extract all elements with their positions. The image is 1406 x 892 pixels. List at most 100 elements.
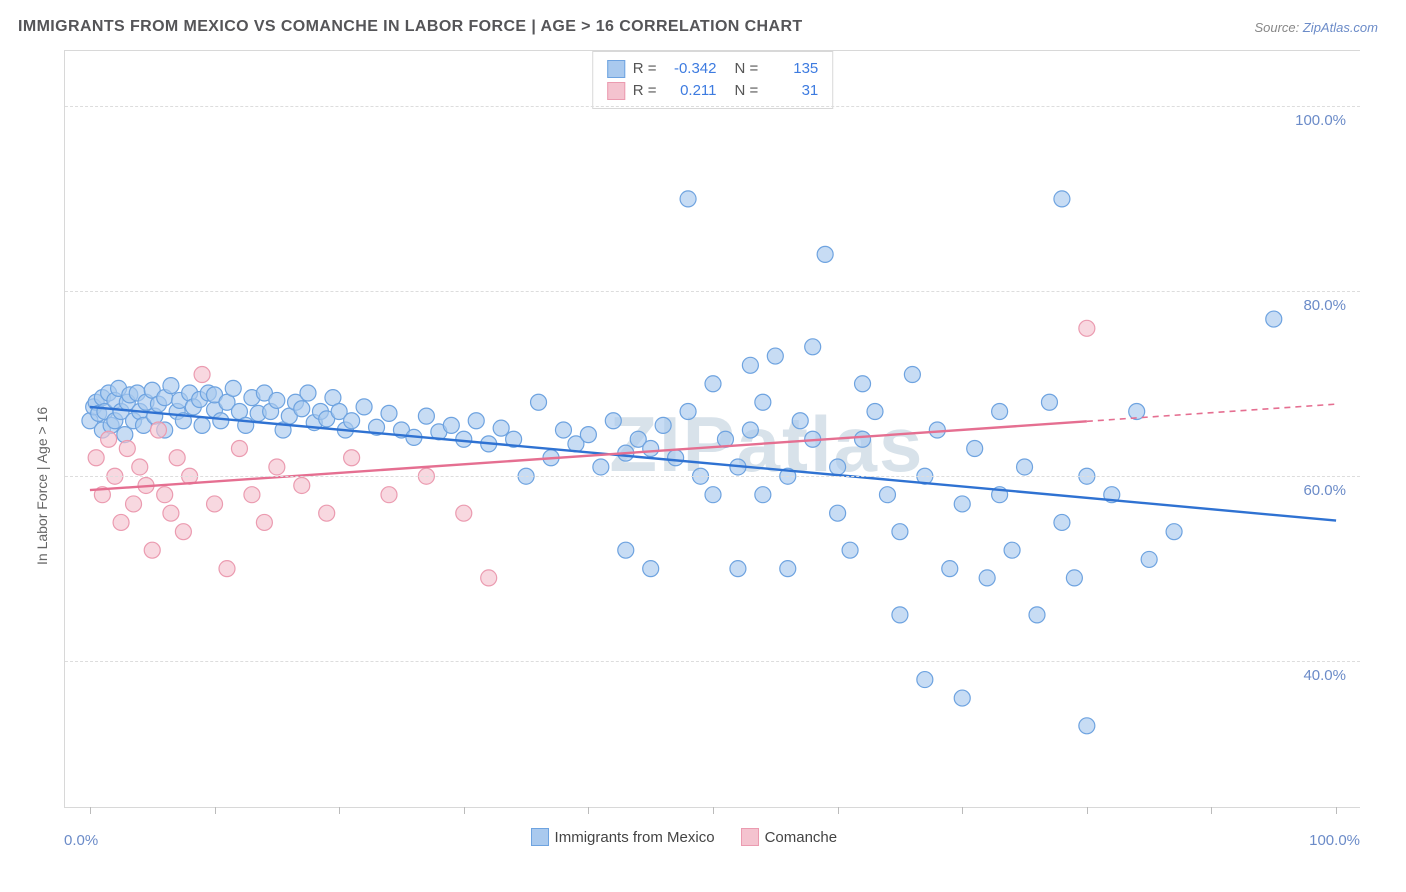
mexico-point: [992, 404, 1008, 420]
mexico-point: [294, 401, 310, 417]
legend-item-mexico: Immigrants from Mexico: [531, 828, 715, 846]
comanche-point: [319, 505, 335, 521]
source-prefix: Source:: [1254, 20, 1302, 35]
mexico-point: [1066, 570, 1082, 586]
mexico-point: [979, 570, 995, 586]
y-axis-label: In Labor Force | Age > 16: [34, 407, 50, 565]
mexico-point: [780, 561, 796, 577]
x-tick: [1087, 807, 1088, 814]
comanche-point: [101, 431, 117, 447]
mexico-point: [705, 487, 721, 503]
comanche-point: [231, 440, 247, 456]
mexico-legend-label: Immigrants from Mexico: [555, 829, 715, 846]
comanche-n-value: 31: [766, 80, 818, 102]
gridline: [65, 661, 1360, 662]
mexico-point: [643, 440, 659, 456]
comanche-point: [163, 505, 179, 521]
mexico-point: [1079, 718, 1095, 734]
y-tick-label: 40.0%: [1303, 667, 1346, 684]
mexico-point: [904, 367, 920, 383]
mexico-point: [593, 459, 609, 475]
mexico-point: [655, 417, 671, 433]
mexico-swatch: [607, 60, 625, 78]
comanche-point: [175, 524, 191, 540]
mexico-r-value: -0.342: [665, 58, 717, 80]
comanche-point: [207, 496, 223, 512]
comanche-point: [157, 487, 173, 503]
mexico-point: [269, 392, 285, 408]
stats-row-comanche: R = 0.211 N = 31: [607, 80, 819, 102]
mexico-point: [117, 427, 133, 443]
mexico-point: [1166, 524, 1182, 540]
mexico-point: [668, 450, 684, 466]
comanche-point: [381, 487, 397, 503]
mexico-point: [1141, 551, 1157, 567]
mexico-point: [1266, 311, 1282, 327]
comanche-point: [126, 496, 142, 512]
comanche-point: [144, 542, 160, 558]
mexico-point: [742, 422, 758, 438]
mexico-point: [830, 505, 846, 521]
comanche-swatch: [607, 82, 625, 100]
chart-title: IMMIGRANTS FROM MEXICO VS COMANCHE IN LA…: [18, 18, 803, 36]
comanche-point: [150, 422, 166, 438]
x-max-label: 100.0%: [1309, 832, 1360, 849]
mexico-point: [300, 385, 316, 401]
mexico-point: [680, 404, 696, 420]
mexico-point: [605, 413, 621, 429]
mexico-point: [1017, 459, 1033, 475]
y-tick-label: 60.0%: [1303, 482, 1346, 499]
y-tick-label: 100.0%: [1295, 112, 1346, 129]
mexico-point: [531, 394, 547, 410]
mexico-point: [618, 542, 634, 558]
x-min-label: 0.0%: [64, 832, 98, 849]
comanche-point: [194, 367, 210, 383]
mexico-point: [643, 561, 659, 577]
mexico-point: [680, 191, 696, 207]
correlation-stats-box: R = -0.342 N = 135R = 0.211 N = 31: [592, 51, 834, 109]
x-tick: [464, 807, 465, 814]
r-label: R =: [633, 58, 657, 80]
comanche-point: [256, 514, 272, 530]
mexico-point: [456, 431, 472, 447]
mexico-point: [817, 246, 833, 262]
x-tick: [339, 807, 340, 814]
mexico-point: [344, 413, 360, 429]
comanche-point: [244, 487, 260, 503]
mexico-point: [755, 487, 771, 503]
legend-item-comanche: Comanche: [741, 828, 838, 846]
x-tick: [962, 807, 963, 814]
x-tick: [215, 807, 216, 814]
mexico-point: [580, 427, 596, 443]
mexico-point: [730, 561, 746, 577]
comanche-point: [481, 570, 497, 586]
mexico-point: [742, 357, 758, 373]
r-label: R =: [633, 80, 657, 102]
comanche-point: [344, 450, 360, 466]
mexico-point: [418, 408, 434, 424]
mexico-n-value: 135: [766, 58, 818, 80]
mexico-point: [468, 413, 484, 429]
mexico-point: [356, 399, 372, 415]
x-tick: [713, 807, 714, 814]
comanche-point: [113, 514, 129, 530]
comanche-point: [1079, 320, 1095, 336]
comanche-point: [132, 459, 148, 475]
mexico-point: [855, 376, 871, 392]
mexico-point: [942, 561, 958, 577]
mexico-point: [967, 440, 983, 456]
gridline: [65, 476, 1360, 477]
mexico-point: [493, 420, 509, 436]
gridline: [65, 106, 1360, 107]
mexico-point: [755, 394, 771, 410]
mexico-point: [163, 378, 179, 394]
comanche-legend-swatch: [741, 828, 759, 846]
mexico-point: [381, 405, 397, 421]
chart-area: ZIPatlas R =-0.342N =135R =0.211N =31 40…: [18, 50, 1360, 860]
n-label: N =: [735, 80, 759, 102]
source-link[interactable]: ZipAtlas.com: [1303, 20, 1378, 35]
comanche-r-value: 0.211: [665, 80, 717, 102]
plot-area: ZIPatlas R =-0.342N =135R =0.211N =31 40…: [64, 50, 1360, 808]
mexico-point: [892, 607, 908, 623]
chart-header: IMMIGRANTS FROM MEXICO VS COMANCHE IN LA…: [0, 0, 1406, 44]
